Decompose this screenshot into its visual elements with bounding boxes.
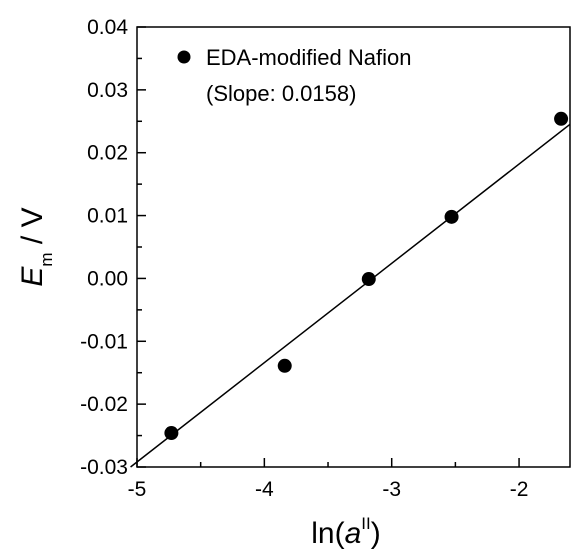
x-tick-label: -3 [382, 478, 401, 501]
y-axis-label-subscript: m [37, 252, 56, 266]
data-point [164, 426, 179, 441]
data-point [554, 111, 569, 126]
fit-line [130, 123, 571, 468]
legend-slope-note: (Slope: 0.0158) [206, 81, 356, 106]
y-tick-label: 0.02 [87, 142, 128, 165]
y-axis-label-unit: / V [16, 207, 49, 252]
y-tick-label: -0.01 [80, 330, 128, 353]
legend-marker [177, 50, 191, 64]
fit-line-layer [130, 123, 571, 468]
y-axis-label: Em / V [16, 207, 56, 286]
x-axis-ticks: -5 -4 -3 -2 [128, 458, 529, 501]
y-tick-label: 0.01 [87, 205, 128, 228]
x-axis-label-suffix: ) [371, 517, 381, 550]
x-axis-label-symbol: a [345, 517, 362, 550]
data-points [164, 111, 569, 441]
y-tick-label: 0.00 [87, 267, 128, 290]
y-tick-label: -0.03 [80, 456, 128, 479]
x-axis-label-superscript: II [361, 514, 370, 533]
y-tick-label: 0.04 [87, 16, 128, 39]
y-tick-label: 0.03 [87, 79, 128, 102]
data-point [361, 272, 376, 287]
y-tick-label: -0.02 [80, 393, 128, 416]
legend: EDA-modified Nafion (Slope: 0.0158) [177, 45, 411, 106]
x-tick-label: -5 [128, 478, 147, 501]
y-axis-label-symbol: E [16, 266, 49, 287]
x-tick-label: -2 [510, 478, 529, 501]
data-point [277, 358, 292, 373]
y-axis-ticks: -0.03 -0.02 -0.01 0.00 0.01 0.02 0.03 0.04 [80, 16, 146, 479]
legend-series-name: EDA-modified Nafion [206, 45, 411, 70]
x-tick-label: -4 [255, 478, 274, 501]
data-point [444, 209, 459, 224]
x-axis-label-prefix: ln( [311, 517, 344, 550]
x-axis-label: ln(aII) [311, 514, 380, 550]
